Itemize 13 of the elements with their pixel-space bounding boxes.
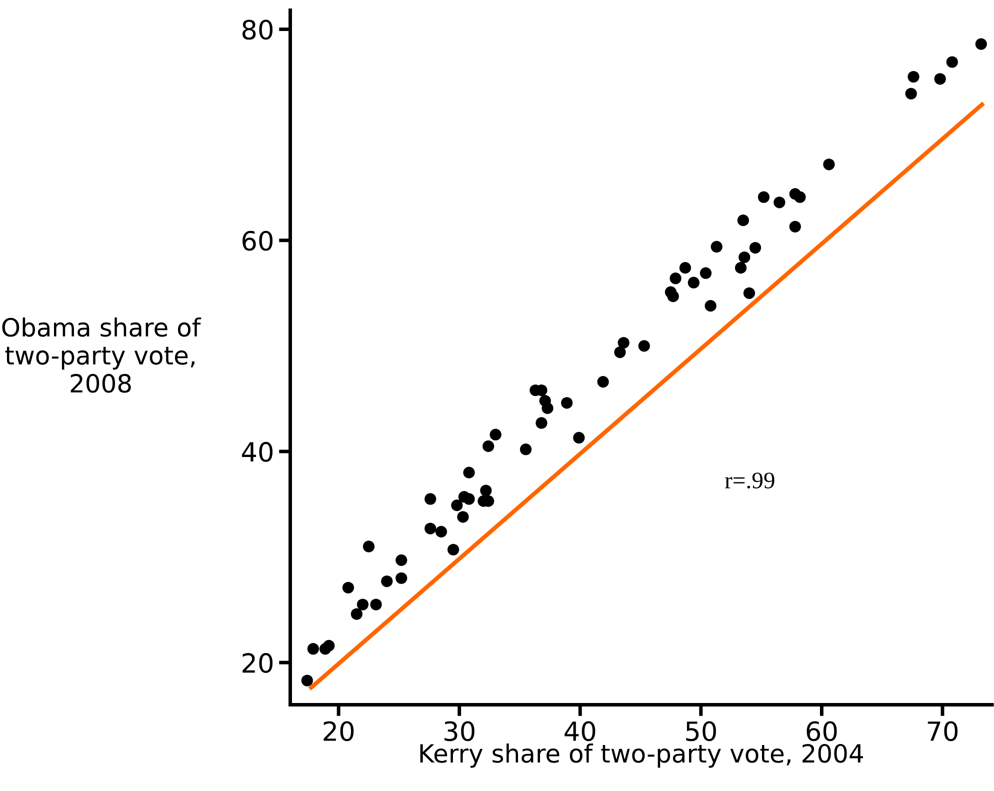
- x-tick-label: 30: [444, 721, 474, 742]
- y-tick-label: 20: [242, 653, 273, 673]
- x-tick-label: 50: [686, 721, 716, 742]
- y-tick-label: 80: [242, 20, 273, 40]
- x-tick-label: 70: [928, 721, 958, 742]
- y-tick-label: 60: [242, 230, 273, 251]
- y-axis-title: Obama share of two-party vote, 2008: [2, 317, 202, 393]
- x-tick-label: 40: [564, 721, 596, 742]
- x-axis-title: Kerry share of two-party vote, 2004: [420, 744, 863, 768]
- annotation: r=.99: [725, 472, 774, 489]
- x-tick-label: 60: [806, 721, 837, 742]
- x-tick-label: 20: [324, 721, 354, 742]
- y-tick-label: 40: [242, 442, 273, 462]
